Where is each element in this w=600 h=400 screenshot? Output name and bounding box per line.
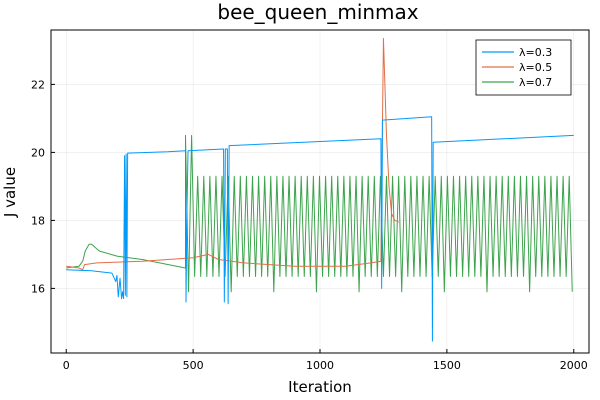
y-tick-label: 18 <box>31 214 45 227</box>
axis-ticks: 0 500 1000 1500 2000 16 18 20 22 <box>31 78 588 372</box>
legend-entry-label: λ=0.7 <box>519 76 552 89</box>
x-tick-label: 1000 <box>306 359 334 372</box>
series-layer <box>66 38 574 342</box>
x-tick-label: 500 <box>183 359 204 372</box>
series-line-0 <box>66 116 574 342</box>
y-tick-label: 20 <box>31 146 45 159</box>
y-tick-label: 22 <box>31 78 45 91</box>
series-line-1 <box>66 38 399 271</box>
legend: λ=0.3 λ=0.5 λ=0.7 <box>475 39 572 96</box>
x-axis-label: Iteration <box>288 378 352 396</box>
legend-entry-label: λ=0.5 <box>519 61 552 74</box>
series-line-2 <box>66 134 573 293</box>
y-axis-label: J value <box>1 167 19 218</box>
x-tick-label: 2000 <box>560 359 588 372</box>
legend-entry-label: λ=0.3 <box>519 46 552 59</box>
chart-title: bee_queen_minmax <box>217 0 418 24</box>
y-tick-label: 16 <box>31 282 45 295</box>
x-tick-label: 1500 <box>433 359 461 372</box>
x-tick-label: 0 <box>63 359 70 372</box>
